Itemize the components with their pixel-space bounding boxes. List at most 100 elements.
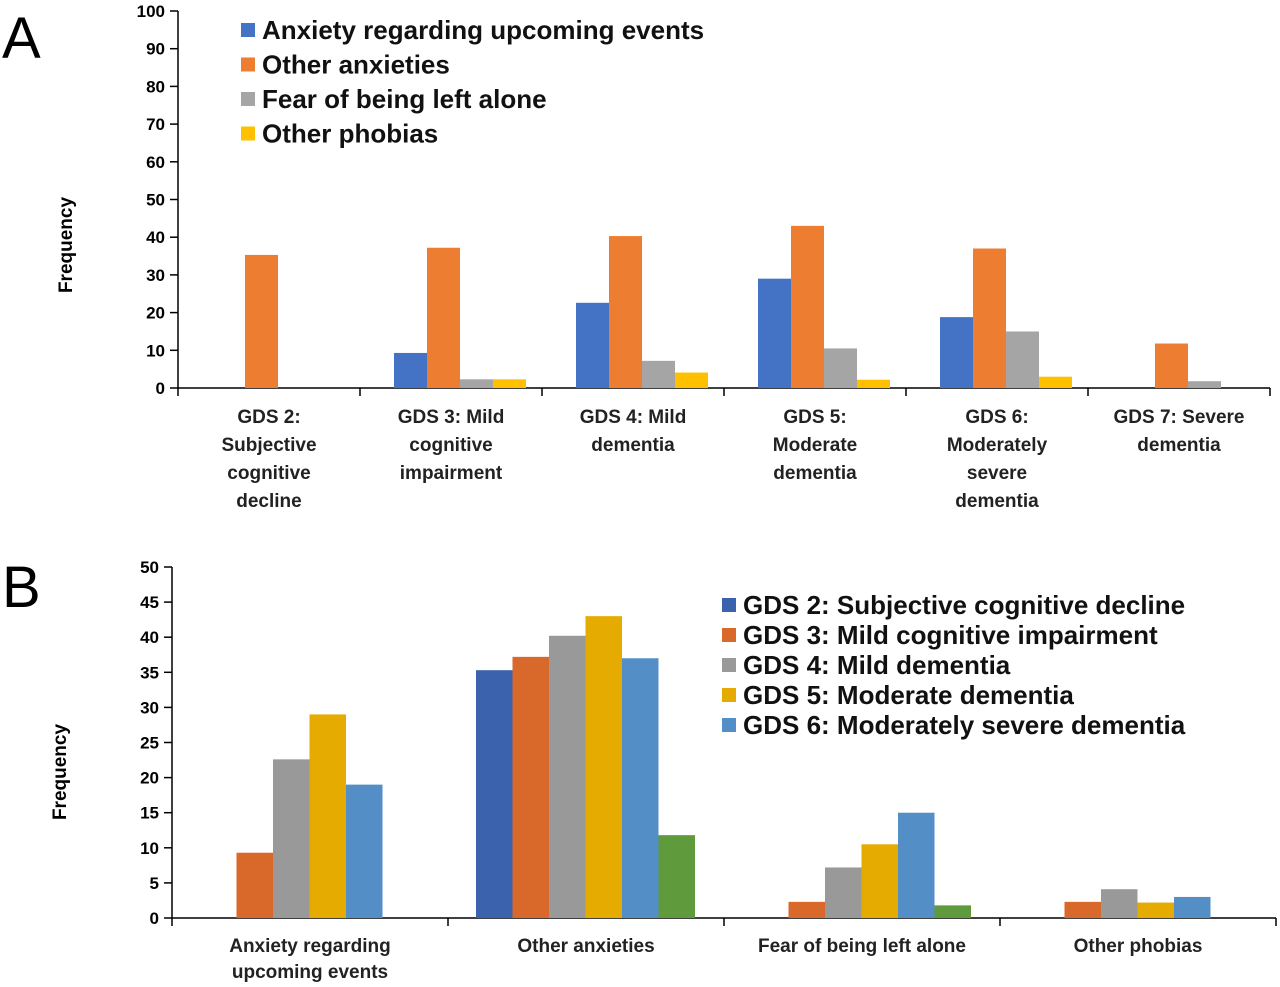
- y-tick-label: 80: [146, 77, 165, 96]
- bar: [476, 670, 513, 918]
- bar: [609, 236, 642, 388]
- x-category-label-line: dementia: [591, 435, 675, 456]
- bar: [236, 852, 273, 918]
- bar: [460, 379, 493, 388]
- y-tick-label: 30: [146, 266, 165, 285]
- x-category-label: Other phobias: [1074, 936, 1203, 957]
- bar: [758, 278, 791, 388]
- y-tick-label: 10: [140, 839, 159, 858]
- x-category-label-line: Other phobias: [1074, 936, 1203, 957]
- panel-letter-b: B: [2, 555, 41, 620]
- x-category-label: GDS 7: Severe dementia: [1114, 407, 1245, 456]
- y-tick-label: 0: [150, 909, 159, 928]
- bar: [346, 784, 383, 918]
- bar: [309, 714, 346, 918]
- legend-label: Other anxieties: [262, 50, 450, 80]
- x-category-label: GDS 4: Mild dementia: [580, 407, 687, 456]
- legend-label: GDS 4: Mild dementia: [743, 650, 1011, 680]
- x-category-label-line: Moderately: [947, 435, 1048, 456]
- y-axis-title: Frequency: [56, 197, 77, 294]
- bar: [788, 901, 825, 918]
- x-category-label: Other anxieties: [517, 936, 654, 957]
- x-category-label-line: cognitive: [409, 435, 492, 456]
- x-category-label-line: Other anxieties: [517, 936, 654, 957]
- x-category-label-line: Anxiety regarding: [229, 936, 391, 957]
- y-tick-label: 5: [150, 874, 159, 893]
- x-category-label-line: cognitive: [227, 463, 310, 484]
- bar: [824, 348, 857, 388]
- x-category-label-line: decline: [236, 491, 301, 512]
- y-axis-title: Frequency: [50, 724, 71, 821]
- x-category-label-line: impairment: [400, 463, 503, 484]
- y-tick-label: 0: [156, 379, 165, 398]
- x-category-label-line: GDS 5:: [783, 407, 846, 428]
- x-category-label-line: GDS 7: Severe: [1114, 407, 1245, 428]
- legend-label: Anxiety regarding upcoming events: [262, 15, 704, 45]
- legend-swatch: [722, 628, 736, 642]
- legend-swatch: [241, 57, 255, 72]
- y-tick-label: 10: [146, 341, 165, 360]
- bar: [493, 379, 526, 388]
- bar: [934, 905, 971, 918]
- legend-swatch: [241, 23, 255, 37]
- bar: [898, 812, 935, 918]
- x-category-label: Anxiety regarding upcoming events: [229, 936, 391, 983]
- bar: [675, 372, 708, 388]
- x-category-label-line: Subjective: [221, 435, 316, 456]
- bar: [1155, 343, 1188, 388]
- legend-label: Other phobias: [262, 119, 438, 149]
- x-category-label-line: upcoming events: [232, 962, 388, 983]
- legend-swatch: [722, 658, 736, 672]
- x-category-label-line: dementia: [773, 463, 857, 484]
- y-tick-label: 30: [140, 698, 159, 717]
- bar: [1064, 901, 1101, 918]
- bar: [585, 616, 622, 918]
- bar: [1006, 331, 1039, 388]
- bar: [1188, 381, 1221, 388]
- bar: [245, 254, 278, 388]
- x-category-label: Fear of being left alone: [758, 936, 966, 957]
- y-tick-label: 100: [137, 2, 165, 21]
- x-category-label-line: GDS 6:: [965, 407, 1028, 428]
- y-tick-label: 90: [146, 40, 165, 59]
- bar: [791, 225, 824, 388]
- panel-letter-a: A: [2, 6, 41, 71]
- bar: [857, 379, 890, 388]
- x-category-label-line: dementia: [1137, 435, 1221, 456]
- legend-swatch: [722, 718, 736, 732]
- legend-label: GDS 6: Moderately severe dementia: [743, 710, 1186, 740]
- legend-swatch: [241, 92, 255, 106]
- panel-b: B 0 5 10 15 20 25 30 35 40 45 50 Frequency Anxiety r…: [2, 555, 1277, 983]
- x-category-label: GDS 3: Mild cognitive impairment: [398, 407, 505, 484]
- bar: [427, 247, 460, 388]
- bar: [642, 360, 675, 388]
- y-tick-label: 60: [146, 153, 165, 172]
- panel-a: A 0 10 20 30 40 50 60 70 80 90 100 Frequency GDS 2: S…: [2, 2, 1271, 512]
- x-category-label: GDS 6: Moderately severe dementia: [947, 407, 1048, 512]
- legend-label: Fear of being left alone: [262, 84, 547, 114]
- x-category-label-line: Moderate: [773, 435, 857, 456]
- bar: [1039, 376, 1072, 388]
- bar: [273, 759, 310, 918]
- legend-swatch: [722, 598, 736, 612]
- bar: [1101, 889, 1138, 918]
- bar: [658, 835, 695, 918]
- bar: [861, 844, 898, 918]
- y-tick-label: 50: [146, 191, 165, 210]
- legend-swatch: [241, 126, 255, 141]
- x-category-label-line: dementia: [955, 491, 1039, 512]
- x-category-label-line: Fear of being left alone: [758, 936, 966, 957]
- y-tick-label: 40: [146, 228, 165, 247]
- bar: [1174, 896, 1211, 918]
- bar: [549, 635, 586, 918]
- y-tick-label: 70: [146, 115, 165, 134]
- bar: [1137, 902, 1174, 918]
- bar: [973, 248, 1006, 388]
- y-tick-label: 15: [140, 804, 159, 823]
- bar: [825, 867, 862, 918]
- bar: [512, 656, 549, 918]
- bar: [940, 317, 973, 388]
- bar: [576, 302, 609, 388]
- legend-swatch: [722, 688, 736, 702]
